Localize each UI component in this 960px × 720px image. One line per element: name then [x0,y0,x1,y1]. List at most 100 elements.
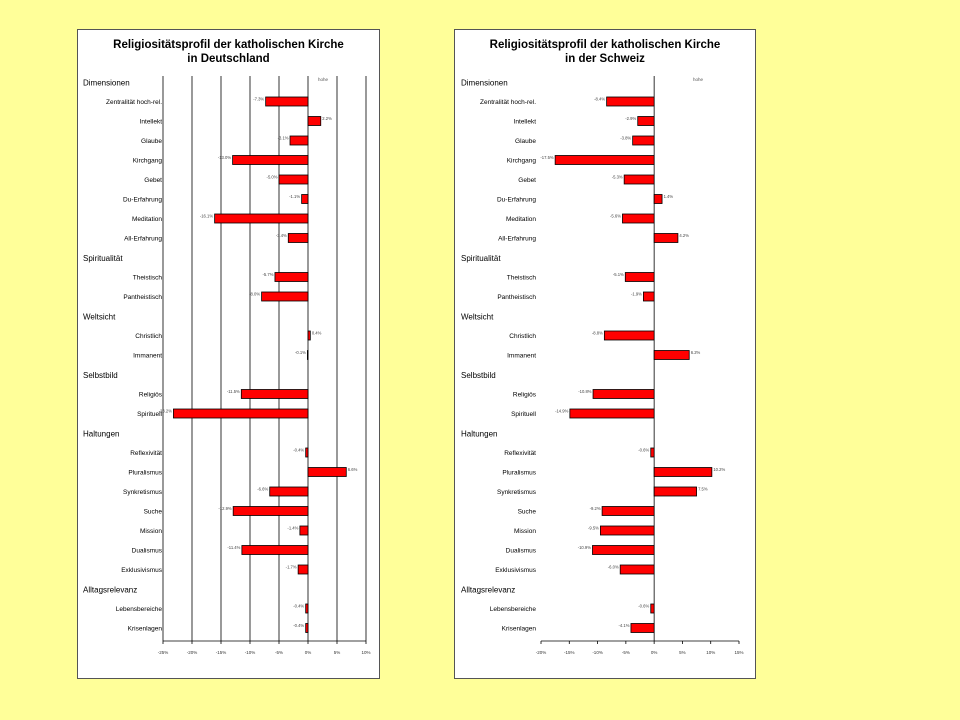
data-label-synkretismus: 7.5% [698,487,708,492]
group-label-selbstbild: Selbstbild [461,371,496,380]
category-label-gebet: Gebet [518,177,536,184]
x-tick-label: 10% [361,650,370,655]
x-tick-label: 5% [334,650,341,655]
bar-chart-switzerland: -20% -15% -10% -5% 0% 5% 10% 15% hohe Dimensionen… [461,76,744,655]
data-label-exklusivismus: -6.0% [608,565,619,570]
data-label-reflexivitaet: -0.6% [638,448,649,453]
data-label-all-erfahrung: -3.4% [276,233,287,238]
data-label-spirituell: -14.9% [555,409,569,414]
bar-chart-germany: -25% -20% -15% -10% -5% 0% 5% 10% hohe Dimensione… [83,76,371,655]
legend-label: hohe [318,77,329,82]
category-label-reflexivitaet: Reflexivität [130,450,162,457]
chart-subtitle: in der Schweiz [565,53,645,65]
data-label-gebet: -5.0% [267,175,278,180]
bar-kirchgang [554,155,655,165]
bar-glaube [632,135,655,146]
bar-gebet [278,174,309,185]
x-tick-label: -20% [536,650,547,655]
category-label-du-erfahrung: Du-Erfahrung [123,197,162,204]
category-label-gebet: Gebet [144,177,162,184]
group-label-spiritualitaet: Spiritualität [461,254,501,263]
category-label-spirituell: Spirituell [511,411,536,418]
x-tick-label: 0% [305,650,312,655]
category-label-zentralitaet-hoch-rel: Zentralität hoch-rel. [480,99,536,106]
bar-krisenlagen [630,623,655,633]
data-label-reflexivitaet: -0.4% [293,448,304,453]
bar-pantheistisch [261,291,309,302]
bar-gebet [623,174,655,185]
group-label-alltagsrelevanz: Alltagsrelevanz [83,586,137,595]
category-label-all-erfahrung: All-Erfahrung [124,236,162,243]
bar-glaube [289,135,309,146]
x-tick-label: -10% [592,650,603,655]
data-label-krisenlagen: -0.4% [293,623,304,628]
bar-meditation [214,213,309,224]
group-label-alltagsrelevanz: Alltagsrelevanz [461,586,515,595]
bar-synkretismus [269,486,309,497]
data-label-lebensbereiche: -0.6% [638,604,649,609]
data-label-pantheistisch: -1.9% [631,292,642,297]
data-label-glaube: -3.1% [278,136,289,141]
data-label-kirchgang: -13.0% [218,155,232,160]
chart-title: Religiositätsprofil der katholischen Kir… [489,39,721,51]
legend-label: hohe [693,77,704,82]
bar-zentralitaet-hoch-rel [265,96,309,107]
data-label-intellekt: 2.2% [322,116,332,121]
bar-immanent [307,350,309,360]
category-label-mission: Mission [140,528,162,535]
category-label-reflexivitaet: Reflexivität [504,450,536,457]
bar-pantheistisch [642,291,655,302]
category-label-pluralismus: Pluralismus [128,470,162,477]
category-label-intellekt: Intellekt [514,119,537,126]
data-label-christlich: -8.8% [592,331,603,336]
category-label-all-erfahrung: All-Erfahrung [498,236,536,243]
data-label-immanent: -0.1% [295,350,306,355]
chart-title-block: Religiositätsprofil der katholischen Kir… [455,38,755,66]
bar-exklusivismus [619,564,655,575]
category-label-glaube: Glaube [515,138,536,145]
data-label-exklusivismus: -1.7% [286,565,297,570]
chart-panel-switzerland: Religiositätsprofil der katholischen Kir… [454,29,756,679]
data-label-du-erfahrung: -1.1% [289,194,300,199]
category-label-krisenlagen: Krisenlagen [502,626,537,633]
bar-suche [232,506,309,516]
data-label-christlich: 0.4% [312,331,322,336]
category-label-kirchgang: Kirchgang [507,158,537,165]
group-label-haltungen: Haltungen [83,430,119,439]
bar-lebensbereiche [305,603,309,614]
bar-exklusivismus [297,564,309,575]
x-tick-label: -15% [564,650,575,655]
bar-pluralismus [307,467,347,477]
bar-kirchgang [232,155,309,165]
data-label-intellekt: -2.9% [625,116,636,121]
x-tick-label: -5% [622,650,630,655]
group-label-weltsicht: Weltsicht [83,313,116,322]
bar-zentralitaet-hoch-rel [606,96,655,107]
category-label-krisenlagen: Krisenlagen [128,626,163,633]
bar-christlich [307,330,311,341]
data-label-theistisch: -5.1% [613,272,624,277]
bar-pluralismus [653,467,713,477]
category-label-immanent: Immanent [133,353,162,360]
data-label-meditation: -5.6% [610,214,621,219]
data-label-dualismus: -10.9% [578,545,592,550]
x-tick-label: -5% [275,650,283,655]
bar-suche [601,506,655,516]
data-label-zentralitaet-hoch-rel: -7.3% [253,97,264,102]
bar-mission [299,525,309,536]
bar-theistisch [624,272,655,282]
bar-christlich [603,330,655,341]
chart-title-block: Religiositätsprofil der katholischen Kir… [78,38,379,66]
data-label-pluralismus: 10.2% [713,467,725,472]
bar-spirituell [173,408,309,419]
category-label-glaube: Glaube [141,138,162,145]
x-tick-label: 15% [734,650,743,655]
x-tick-label: 5% [679,650,686,655]
category-label-suche: Suche [144,509,163,516]
bar-religioes [592,389,655,399]
category-label-meditation: Meditation [132,216,162,223]
bar-synkretismus [653,486,697,497]
data-label-zentralitaet-hoch-rel: -8.4% [594,97,605,102]
data-label-immanent: 6.2% [691,350,701,355]
x-tick-label: 0% [651,650,658,655]
